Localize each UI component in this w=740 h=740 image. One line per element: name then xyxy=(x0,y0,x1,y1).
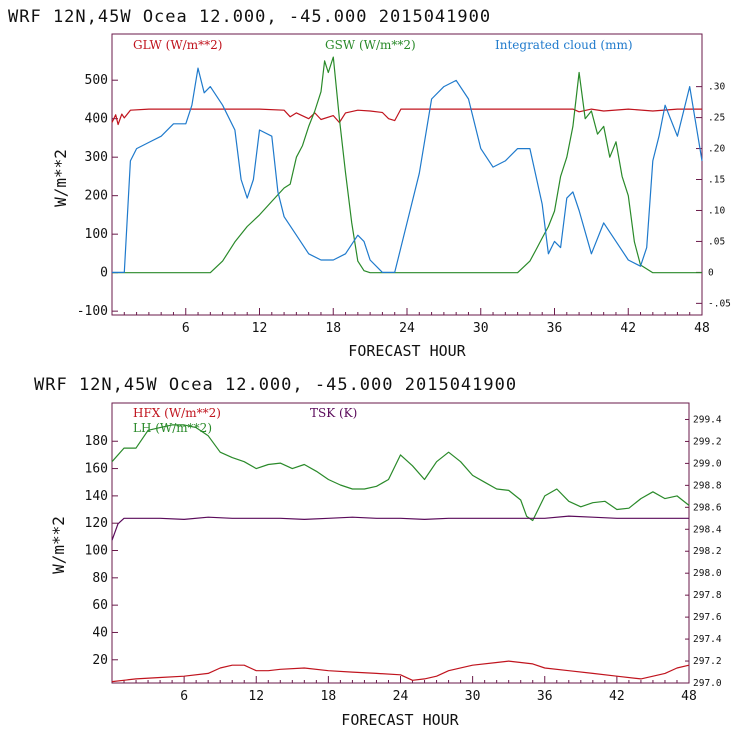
x-tick-label: 24 xyxy=(393,689,409,704)
legend-hfx: HFX (W/m**2) xyxy=(133,406,221,420)
legend-integrated-cloud: Integrated cloud (mm) xyxy=(495,38,633,52)
y2-tick-label: 299.2 xyxy=(693,436,722,447)
y-tick-label: 40 xyxy=(92,625,108,640)
y2-tick-label: 297.6 xyxy=(693,612,722,623)
chart-top-series xyxy=(111,56,703,274)
x-tick-label: 12 xyxy=(248,689,264,704)
chart-bottom-series xyxy=(111,424,690,683)
series-line-tsk xyxy=(111,515,689,541)
series-line-hfx xyxy=(111,660,690,683)
x-tick-label: 6 xyxy=(182,321,190,336)
y2-tick-label: .20 xyxy=(708,144,725,155)
y-tick-label: 0 xyxy=(100,266,108,281)
x-tick-label: 42 xyxy=(609,689,625,704)
y-tick-label: 160 xyxy=(85,462,108,477)
legend-lh: LH (W/m**2) xyxy=(133,421,212,435)
x-tick-label: 30 xyxy=(465,689,481,704)
legend-tsk: TSK (K) xyxy=(310,406,357,420)
x-tick-label: 36 xyxy=(537,689,553,704)
y2-tick-label: 297.2 xyxy=(693,656,722,667)
chart-top-x-axis-label: FORECAST HOUR xyxy=(348,342,466,360)
chart-top-y-ticks: -100 0 100 200 300 400 500 xyxy=(77,73,118,319)
y2-tick-label: -.05 xyxy=(708,298,731,309)
y-tick-label: 500 xyxy=(85,73,108,88)
y2-tick-label: 298.0 xyxy=(693,568,722,579)
chart-bottom-y2-ticks: 297.0 297.2 297.4 297.6 297.8 298.0 298.2 298.4… xyxy=(685,414,722,689)
legend-gsw: GSW (W/m**2) xyxy=(325,38,416,52)
y2-tick-label: 299.4 xyxy=(693,414,722,425)
series-line-gsw xyxy=(112,56,702,274)
chart-top-y-axis-label: W/m**2 xyxy=(51,149,70,207)
legend-glw: GLW (W/m**2) xyxy=(133,38,222,52)
x-tick-label: 48 xyxy=(694,321,710,336)
y-tick-label: 120 xyxy=(85,516,108,531)
y-tick-label: 100 xyxy=(85,544,108,559)
chart-top: WRF 12N,45W Ocea 12.000, -45.000 2015041… xyxy=(8,7,731,360)
y2-tick-label: 0 xyxy=(708,267,714,278)
y2-tick-label: 298.2 xyxy=(693,546,722,557)
y-tick-label: 20 xyxy=(92,653,108,668)
chart-bottom-y-axis-label: W/m**2 xyxy=(49,516,68,574)
chart-top-y2-ticks: -.05 0 .05 .10 .15 .20 .25 .30 xyxy=(696,82,731,309)
chart-bottom-plot-frame xyxy=(111,402,690,684)
y-tick-label: 80 xyxy=(92,571,108,586)
y2-tick-label: .05 xyxy=(708,236,725,247)
series-line-glw xyxy=(111,108,702,126)
y2-tick-label: 299.0 xyxy=(693,458,722,469)
chart-bottom-x-axis-label: FORECAST HOUR xyxy=(341,711,459,729)
y-tick-label: 200 xyxy=(85,189,108,204)
chart-bottom: WRF 12N,45W Ocea 12.000, -45.000 2015041… xyxy=(34,375,722,729)
y2-tick-label: 297.0 xyxy=(693,678,722,689)
y-tick-label: -100 xyxy=(77,304,108,319)
chart-bottom-x-ticks: 6 12 18 24 30 36 42 48 xyxy=(111,676,697,704)
chart-bottom-title: WRF 12N,45W Ocea 12.000, -45.000 2015041… xyxy=(34,375,517,395)
y-tick-label: 60 xyxy=(92,598,108,613)
y2-tick-label: 298.6 xyxy=(693,502,722,513)
x-tick-label: 24 xyxy=(399,321,415,336)
y2-tick-label: 297.8 xyxy=(693,590,722,601)
y2-tick-label: 297.4 xyxy=(693,634,722,645)
y2-tick-label: .30 xyxy=(708,82,725,93)
y-tick-label: 180 xyxy=(85,434,108,449)
y2-tick-label: .25 xyxy=(708,113,725,124)
x-tick-label: 18 xyxy=(321,689,337,704)
x-tick-label: 18 xyxy=(325,321,341,336)
y-tick-label: 400 xyxy=(85,112,108,127)
x-tick-label: 12 xyxy=(252,321,268,336)
y-tick-label: 140 xyxy=(85,489,108,504)
x-tick-label: 36 xyxy=(547,321,563,336)
x-tick-label: 6 xyxy=(180,689,188,704)
series-line-integrated xyxy=(112,67,703,273)
y2-tick-label: .10 xyxy=(708,205,725,216)
y2-tick-label: .15 xyxy=(708,175,725,186)
x-tick-label: 42 xyxy=(620,321,636,336)
y2-tick-label: 298.8 xyxy=(693,480,722,491)
y-tick-label: 300 xyxy=(85,150,108,165)
chart-top-title: WRF 12N,45W Ocea 12.000, -45.000 2015041… xyxy=(8,7,491,27)
chart-bottom-y-ticks: 20 40 60 80 100 120 140 160 180 xyxy=(85,434,118,668)
x-tick-label: 30 xyxy=(473,321,489,336)
series-line-lh xyxy=(111,424,690,522)
x-tick-label: 48 xyxy=(681,689,697,704)
y2-tick-label: 298.4 xyxy=(693,524,722,535)
chart-top-x-ticks: 6 12 18 24 30 36 42 48 xyxy=(111,308,710,336)
y-tick-label: 100 xyxy=(85,227,108,242)
